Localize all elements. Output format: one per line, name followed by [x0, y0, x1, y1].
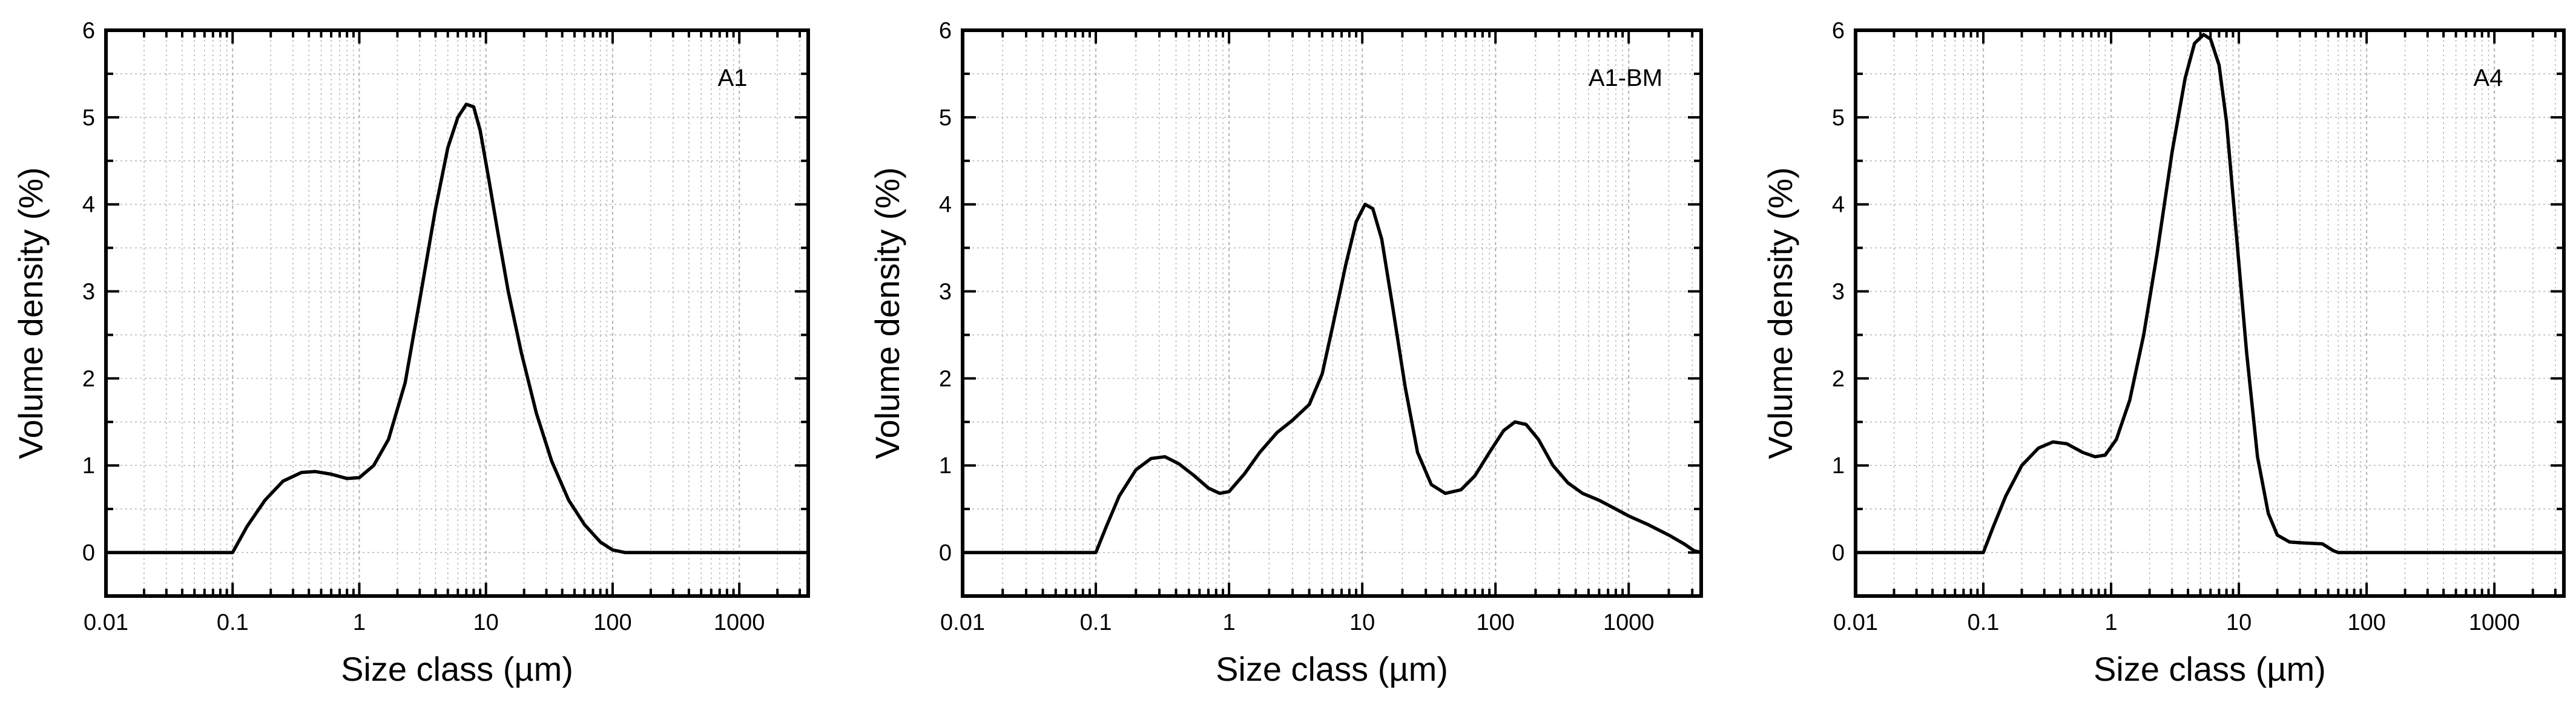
y-tick-label: 6: [82, 18, 95, 44]
y-tick-label: 5: [82, 105, 95, 131]
chart-panel-3: 0 1 2 3 4 5 6 0.01 0.1 1 10 100 1000 Size class (µm) V…: [1761, 18, 2566, 688]
y-tick-label: 4: [939, 192, 952, 218]
y-ticks: [963, 29, 1701, 597]
major-gridlines: [1854, 30, 2495, 596]
y-tick-label: 2: [1832, 366, 1845, 392]
y-gridlines: [1856, 30, 2564, 597]
x-tick-label: 1000: [1603, 610, 1655, 635]
y-axis-label: Volume density (%): [1761, 167, 1799, 459]
series-line-A1: [104, 102, 810, 554]
x-tick-label: 1000: [2469, 610, 2520, 635]
y-tick-label: 0: [939, 540, 952, 566]
x-tick-label: 100: [593, 610, 631, 635]
y-tick-label: 0: [82, 540, 95, 566]
y-gridlines: [106, 30, 808, 597]
plot-frame: [1854, 28, 2566, 598]
x-ticks: [105, 30, 801, 596]
panel-label: A4: [2474, 65, 2503, 91]
plot-frame: [104, 28, 810, 598]
x-tick-label: 0.1: [1080, 610, 1112, 635]
y-gridlines: [963, 30, 1701, 597]
minor-gridlines: [143, 30, 800, 596]
x-tick-label: 1: [1223, 610, 1236, 635]
y-tick-label: 5: [939, 105, 952, 131]
y-tick-label: 5: [1832, 105, 1845, 131]
panel-label: A1-BM: [1589, 65, 1662, 91]
y-tick-label: 6: [1832, 18, 1845, 44]
x-ticks: [1854, 30, 2557, 596]
x-tick-label: 0.01: [940, 610, 985, 635]
chart-panel-2: 0 1 2 3 4 5 6 0.01 0.1 1 10 100 1000 Size class (µm) V…: [868, 18, 1703, 688]
plot-frame: [961, 28, 1703, 598]
y-tick-label: 3: [82, 280, 95, 305]
x-tick-label: 100: [2347, 610, 2385, 635]
major-gridlines: [105, 30, 740, 596]
y-tick-label: 3: [1832, 280, 1845, 305]
x-tick-label: 1000: [714, 610, 765, 635]
y-ticks: [106, 29, 808, 597]
y-tick-label: 2: [82, 366, 95, 392]
x-tick-label: 10: [473, 610, 499, 635]
y-ticks: [1856, 29, 2564, 597]
x-tick-label: 100: [1477, 610, 1515, 635]
y-axis-label: Volume density (%): [12, 167, 50, 459]
x-axis-label: Size class (µm): [2093, 650, 2326, 688]
y-tick-label: 1: [939, 453, 952, 479]
x-tick-label: 1: [353, 610, 366, 635]
major-gridlines: [961, 30, 1630, 596]
x-tick-label: 0.01: [84, 610, 128, 635]
y-tick-label: 1: [82, 453, 95, 479]
x-ticks: [961, 30, 1694, 596]
x-tick-label: 10: [2226, 610, 2252, 635]
x-tick-label: 0.01: [1833, 610, 1878, 635]
y-tick-label: 6: [939, 18, 952, 44]
x-tick-label: 1: [2105, 610, 2118, 635]
y-tick-label: 0: [1832, 540, 1845, 566]
x-axis-label: Size class (µm): [1216, 650, 1448, 688]
x-tick-label: 0.1: [1968, 610, 2000, 635]
y-tick-label: 4: [82, 192, 95, 218]
y-tick-label: 1: [1832, 453, 1845, 479]
minor-gridlines: [1002, 30, 1693, 596]
series-line-A1-BM: [961, 202, 1703, 554]
series-line-A4: [1854, 33, 2566, 554]
x-tick-label: 10: [1349, 610, 1375, 635]
panel-label: A1: [718, 65, 748, 91]
y-tick-label: 3: [939, 280, 952, 305]
x-axis-label: Size class (µm): [341, 650, 573, 688]
y-tick-label: 4: [1832, 192, 1845, 218]
y-axis-label: Volume density (%): [868, 167, 906, 459]
y-tick-label: 2: [939, 366, 952, 392]
x-tick-label: 0.1: [217, 610, 249, 635]
chart-panel-1: 0 1 2 3 4 5 6 0.01 0.1 1 10 100 1000 Size class (µm) V…: [12, 18, 810, 688]
